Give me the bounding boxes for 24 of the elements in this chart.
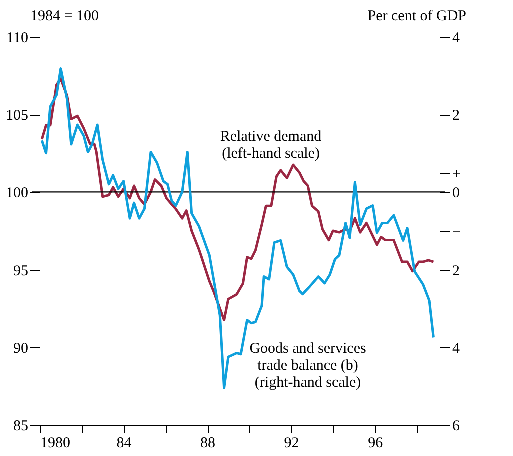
x-tick-label: 88 (200, 436, 216, 452)
series-label: Relative demand (left-hand scale) (220, 129, 322, 162)
x-tick-label: 84 (116, 436, 132, 452)
y2-tick-label: 6 (452, 418, 460, 434)
y2-tick-label: 4 (452, 340, 460, 357)
y-tick-label: 90 (14, 340, 28, 357)
y2-tick-label: 4 (452, 30, 460, 46)
y2-tick-label: 2 (452, 263, 460, 280)
y2-tick-label: 2 (452, 108, 460, 124)
y-tick-label: 110 (6, 30, 28, 46)
x-tick-label: 96 (368, 436, 384, 452)
x-tick-label: 92 (284, 436, 300, 452)
x-tick-label: 1980 (40, 436, 70, 452)
y-tick-label: 85 (14, 418, 28, 434)
y-tick-label: 100 (6, 186, 28, 202)
series-label: Goods and services trade balance (b) (right-hand scale) (250, 341, 366, 391)
y-tick-label: 95 (14, 263, 28, 280)
y-axis-title: 1984 = 100 (30, 8, 99, 24)
y2-tick-label: + (452, 166, 461, 182)
y2-tick-label: 0 (452, 186, 460, 202)
y2-tick-label: − (452, 224, 461, 240)
y-tick-label: 105 (6, 108, 28, 124)
line-series (40, 68, 435, 390)
y2-axis-title: Per cent of GDP (368, 8, 466, 24)
